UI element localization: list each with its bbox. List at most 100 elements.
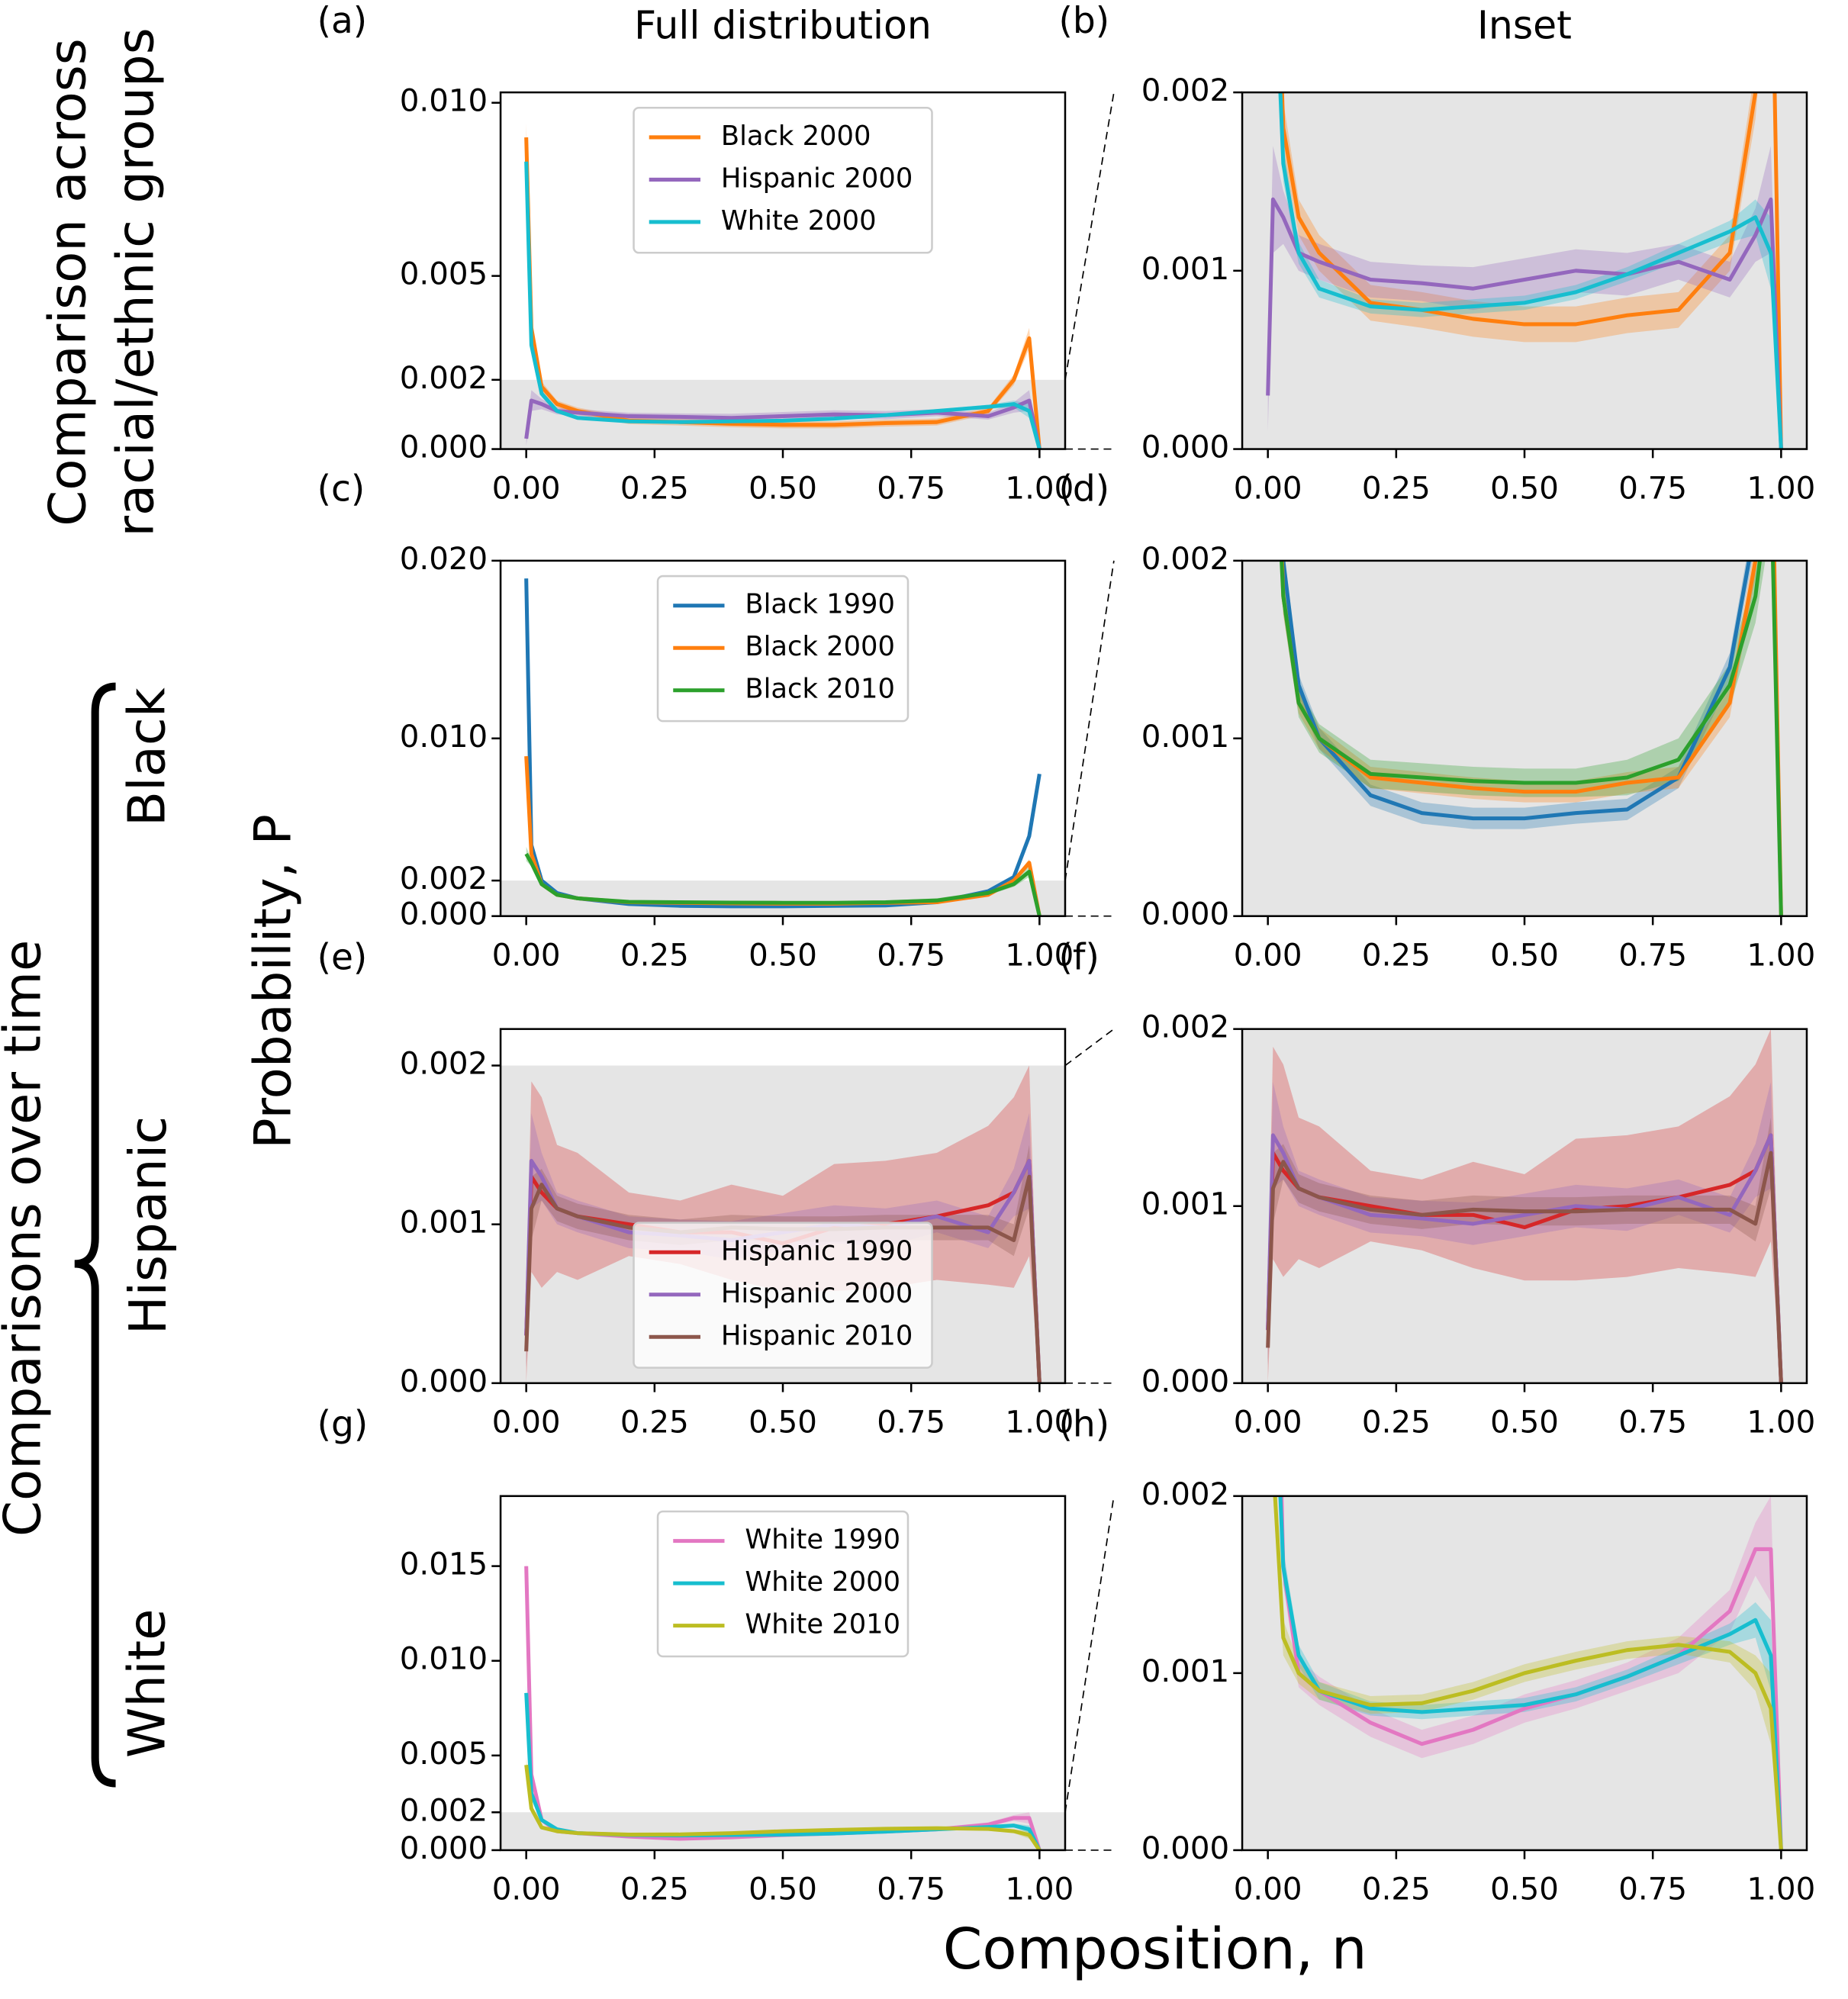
- y-tick-label: 0.001: [1141, 1186, 1230, 1222]
- panel-label: (h): [1059, 1403, 1110, 1445]
- x-tick-label: 0.50: [1490, 1405, 1559, 1441]
- x-tick-label: 1.00: [1005, 1405, 1074, 1441]
- x-tick-label: 0.50: [1490, 1872, 1559, 1907]
- x-tick-label: 1.00: [1747, 470, 1815, 506]
- x-axis-label: Composition, n: [943, 1917, 1367, 1982]
- x-tick-label: 1.00: [1005, 1872, 1074, 1907]
- line: [1281, 560, 1751, 821]
- x-tick-label: 0.00: [1234, 938, 1302, 974]
- legend-label: Black 2000: [745, 631, 895, 662]
- panel-label: (a): [317, 0, 368, 42]
- y-tick-label: 0.001: [400, 1205, 488, 1241]
- legend-label: Black 2010: [745, 674, 895, 705]
- legend-box: [633, 106, 933, 254]
- x-tick-label: 0.75: [877, 470, 945, 506]
- x-tick-label: 0.75: [1618, 938, 1687, 974]
- panel-label: (b): [1059, 0, 1110, 42]
- x-tick-label: 0.00: [1234, 470, 1302, 506]
- error-band: [1267, 1082, 1782, 1383]
- y-tick-label: 0.010: [400, 719, 488, 755]
- brace: [74, 682, 116, 1788]
- x-tick-label: 0.50: [1490, 470, 1559, 506]
- line: [1266, 197, 1783, 449]
- x-tick-label: 0.50: [749, 1872, 817, 1907]
- connector: [1064, 1028, 1115, 1067]
- x-tick-label: 0.25: [1362, 938, 1431, 974]
- x-tick-label: 1.00: [1005, 470, 1074, 506]
- plot-area: [1280, 560, 1783, 916]
- plot-area: [524, 123, 1042, 449]
- x-tick-label: 0.75: [877, 1872, 945, 1907]
- panel-label: (e): [317, 936, 368, 978]
- x-tick-label: 0.75: [1618, 470, 1687, 506]
- x-tick-label: 0.50: [1490, 938, 1559, 974]
- y-tick-label: 0.002: [400, 861, 488, 896]
- y-tick-label: 0.005: [400, 1736, 488, 1772]
- y-tick-label: 0.000: [1141, 896, 1230, 932]
- y-tick-label: 0.002: [400, 360, 488, 396]
- error-band: [1267, 1028, 1782, 1383]
- legend-label: Hispanic 1990: [721, 1235, 913, 1267]
- plot-area: [1273, 1495, 1783, 1850]
- x-tick-label: 1.00: [1747, 1872, 1815, 1907]
- connector: [1064, 92, 1115, 380]
- line: [524, 1692, 1042, 1850]
- plot-area: [1266, 92, 1783, 449]
- line: [1266, 1151, 1783, 1383]
- y-tick-label: 0.010: [400, 1641, 488, 1677]
- row-label: Hispanic: [118, 1116, 178, 1334]
- plot-area: [524, 571, 1042, 916]
- y-tick-label: 0.002: [1141, 72, 1230, 108]
- x-tick-label: 0.75: [877, 1405, 945, 1441]
- y-tick-label: 0.000: [400, 1830, 488, 1866]
- error-band: [1267, 146, 1782, 449]
- plot-background: [1242, 1028, 1807, 1383]
- line: [1280, 560, 1783, 916]
- line: [524, 137, 1042, 449]
- line: [524, 852, 1042, 916]
- y-tick-label: 0.002: [1141, 1009, 1230, 1045]
- legend-label: White 2000: [745, 1566, 900, 1598]
- x-tick-label: 0.25: [620, 938, 689, 974]
- y-tick-label: 0.000: [1141, 1363, 1230, 1399]
- panel-label: (f): [1059, 936, 1099, 978]
- y-tick-label: 0.005: [400, 256, 488, 292]
- line: [1278, 1495, 1783, 1850]
- group-label: Comparison across: [37, 38, 97, 526]
- legend-label: White 2010: [745, 1609, 900, 1640]
- connector: [1064, 1495, 1115, 1813]
- y-tick-label: 0.000: [400, 1363, 488, 1399]
- y-tick-label: 0.010: [400, 83, 488, 119]
- legend-label: Black 2000: [721, 121, 871, 152]
- plot-area: [524, 1558, 1042, 1850]
- legend-box: [633, 1222, 933, 1369]
- legend-label: Hispanic 2000: [721, 163, 913, 194]
- y-tick-label: 0.001: [1141, 719, 1230, 755]
- y-tick-label: 0.000: [1141, 430, 1230, 465]
- x-tick-label: 0.25: [620, 470, 689, 506]
- x-tick-label: 0.00: [1234, 1405, 1302, 1441]
- line: [1278, 92, 1783, 449]
- group-label: racial/ethnic groups: [105, 27, 165, 536]
- plot-area: [1266, 1028, 1783, 1383]
- line: [524, 578, 1042, 909]
- y-tick-label: 0.000: [400, 896, 488, 932]
- row-label: White: [118, 1609, 177, 1759]
- legend-label: Hispanic 2010: [721, 1320, 913, 1351]
- y-axis-label: Probability, P: [243, 814, 302, 1149]
- x-tick-label: 0.75: [1618, 1405, 1687, 1441]
- legend-label: White 2000: [721, 205, 877, 237]
- x-tick-label: 0.25: [620, 1872, 689, 1907]
- x-tick-label: 0.00: [492, 938, 561, 974]
- column-title: Inset: [1477, 2, 1572, 47]
- x-tick-label: 0.00: [492, 470, 561, 506]
- y-tick-label: 0.000: [400, 430, 488, 465]
- y-tick-label: 0.002: [400, 1046, 488, 1082]
- y-tick-label: 0.002: [1141, 541, 1230, 577]
- connector: [1064, 560, 1115, 881]
- x-tick-label: 0.75: [877, 938, 945, 974]
- legend-label: Hispanic 2000: [721, 1278, 913, 1309]
- time-label: Comparisons over time: [0, 940, 52, 1537]
- legend-box: [656, 575, 910, 723]
- plot-background: [1242, 560, 1807, 916]
